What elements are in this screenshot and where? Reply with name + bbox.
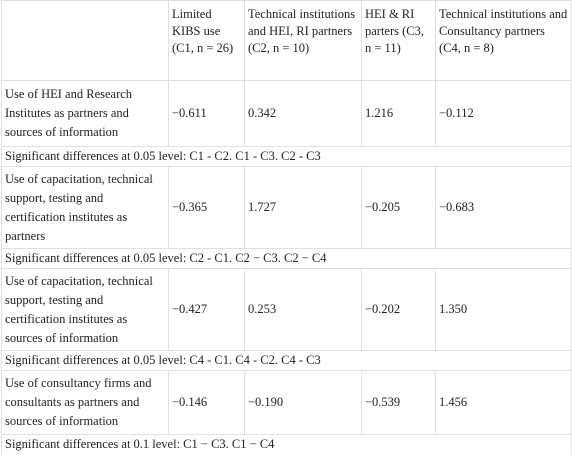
- value-cell: 0.342: [244, 80, 362, 147]
- value-cell: 1.216: [361, 80, 436, 147]
- value-cell: 1.350: [435, 268, 572, 351]
- header-cell-c2: Technical institutions and HEI, RI partn…: [244, 0, 362, 81]
- value-cell: −0.190: [244, 370, 362, 435]
- header-cell-c3: HEI & RI parters (C3, n = 11): [361, 0, 436, 81]
- significance-row: Significant differences at 0.05 level: C…: [1, 248, 572, 269]
- table-row: Use of consultancy firms and consultants…: [1, 370, 572, 435]
- value-cell: −0.365: [168, 166, 245, 249]
- significance-row: Significant differences at 0.1 level: C1…: [1, 434, 572, 455]
- value-cell: 1.456: [435, 370, 572, 435]
- header-cell-c4: Technical institutions and Consultancy p…: [435, 0, 572, 81]
- header-cell-empty: [1, 0, 169, 81]
- value-cell: 0.253: [244, 268, 362, 351]
- table-row: Use of HEI and Research Institutes as pa…: [1, 80, 572, 147]
- row-label: Use of capacitation, technical support, …: [1, 268, 169, 351]
- header-row: Limited KIBS use (C1, n = 26) Technical …: [1, 0, 572, 81]
- row-label: Use of HEI and Research Institutes as pa…: [1, 80, 169, 147]
- value-cell: −0.427: [168, 268, 245, 351]
- table-row: Use of capacitation, technical support, …: [1, 166, 572, 249]
- value-cell: −0.202: [361, 268, 436, 351]
- value-cell: −0.112: [435, 80, 572, 147]
- row-label: Use of capacitation, technical support, …: [1, 166, 169, 249]
- table-row: Use of capacitation, technical support, …: [1, 268, 572, 351]
- significance-note: Significant differences at 0.05 level: C…: [1, 248, 572, 269]
- value-cell: −0.683: [435, 166, 572, 249]
- significance-row: Significant differences at 0.05 level: C…: [1, 350, 572, 371]
- significance-note: Significant differences at 0.05 level: C…: [1, 146, 572, 167]
- row-label: Use of consultancy firms and consultants…: [1, 370, 169, 435]
- significance-row: Significant differences at 0.05 level: C…: [1, 146, 572, 167]
- value-cell: −0.611: [168, 80, 245, 147]
- significance-note: Significant differences at 0.05 level: C…: [1, 350, 572, 371]
- value-cell: −0.205: [361, 166, 436, 249]
- value-cell: −0.539: [361, 370, 436, 435]
- header-cell-c1: Limited KIBS use (C1, n = 26): [168, 0, 245, 81]
- value-cell: 1.727: [244, 166, 362, 249]
- significance-note: Significant differences at 0.1 level: C1…: [1, 434, 572, 455]
- value-cell: −0.146: [168, 370, 245, 435]
